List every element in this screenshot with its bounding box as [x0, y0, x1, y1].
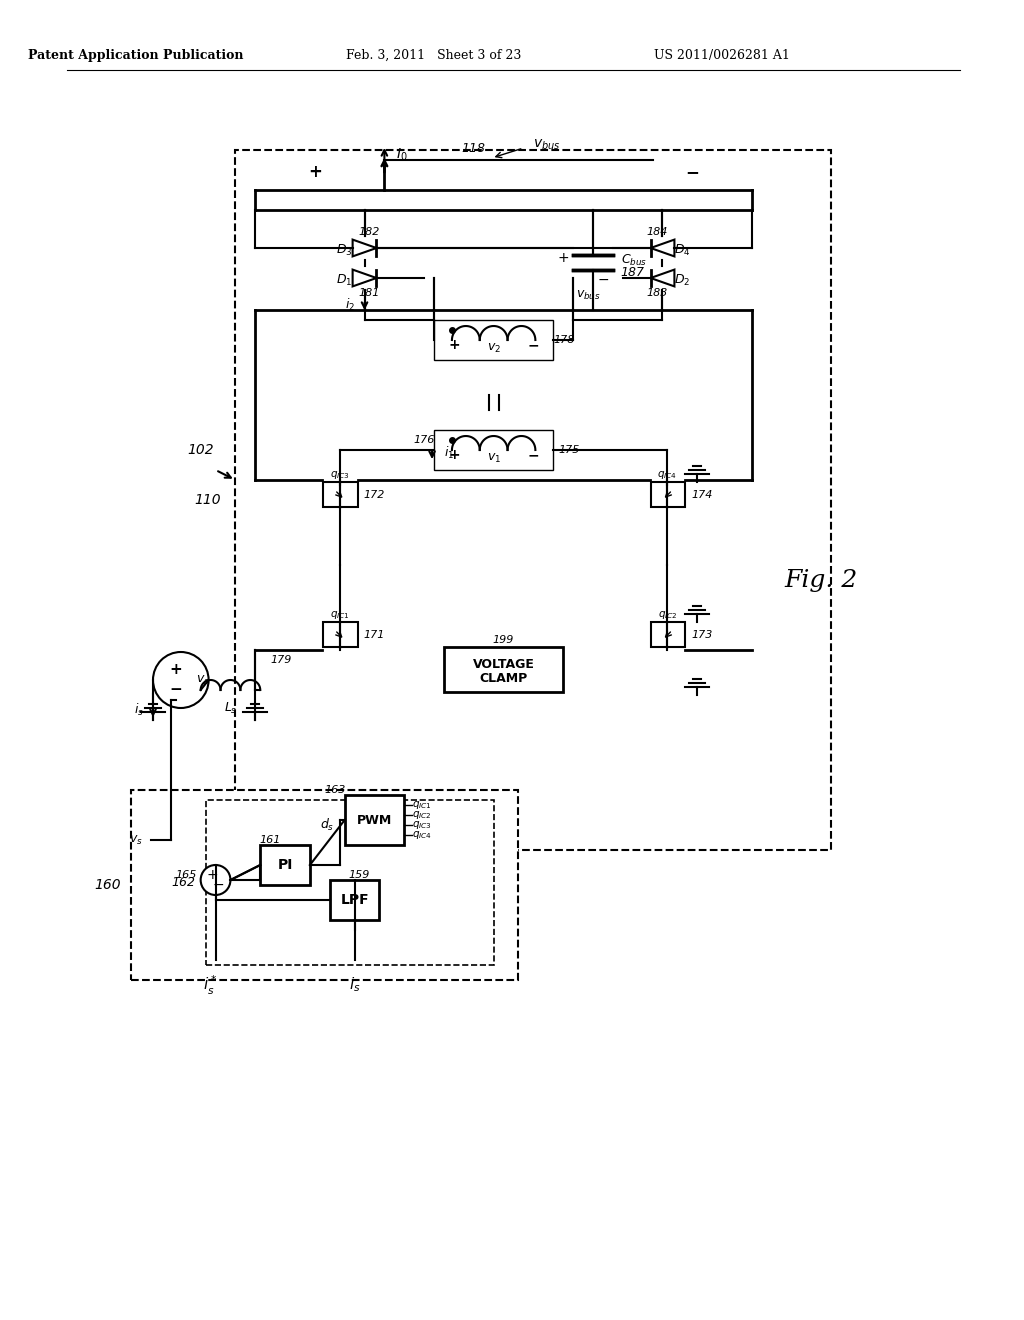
- Bar: [260, 845, 310, 884]
- Text: US 2011/0026281 A1: US 2011/0026281 A1: [654, 49, 790, 62]
- Text: 181: 181: [358, 288, 380, 298]
- Polygon shape: [352, 269, 377, 286]
- Bar: [650, 622, 685, 647]
- Circle shape: [201, 865, 230, 895]
- Text: +: +: [449, 447, 460, 462]
- Bar: [330, 880, 380, 920]
- Text: +: +: [207, 869, 218, 882]
- Text: $D_1$: $D_1$: [337, 272, 353, 288]
- Bar: [323, 482, 357, 507]
- Text: $v_1$: $v_1$: [486, 451, 501, 465]
- Text: $q_{IC3}$: $q_{IC3}$: [413, 818, 432, 832]
- Text: $q_{IC1}$: $q_{IC1}$: [330, 609, 349, 620]
- Text: $D_4$: $D_4$: [674, 243, 690, 257]
- Text: 159: 159: [349, 870, 371, 880]
- Text: $d_s$: $d_s$: [321, 817, 335, 833]
- Text: $q_{IC2}$: $q_{IC2}$: [413, 809, 432, 821]
- Bar: [434, 430, 553, 470]
- Text: 176: 176: [414, 436, 435, 445]
- Text: $D_3$: $D_3$: [337, 243, 353, 257]
- Text: 118: 118: [462, 141, 485, 154]
- Text: −: −: [597, 273, 608, 286]
- Text: $q_{IC4}$: $q_{IC4}$: [657, 469, 678, 480]
- Text: +: +: [308, 162, 322, 181]
- Text: $v_2$: $v_2$: [486, 342, 501, 355]
- Text: 160: 160: [94, 878, 121, 892]
- Text: 163: 163: [324, 785, 345, 795]
- Circle shape: [153, 652, 209, 708]
- Text: $D_2$: $D_2$: [674, 272, 690, 288]
- Text: 187: 187: [621, 265, 645, 279]
- Bar: [323, 622, 357, 647]
- Text: +: +: [169, 663, 182, 677]
- Text: 172: 172: [364, 490, 385, 500]
- Text: −: −: [527, 338, 540, 352]
- Text: 175: 175: [558, 445, 580, 455]
- Text: $q_{IC3}$: $q_{IC3}$: [330, 469, 349, 480]
- Text: $v_{bus}$: $v_{bus}$: [534, 137, 561, 152]
- Text: $i_s$: $i_s$: [134, 702, 144, 718]
- Text: 102: 102: [187, 444, 214, 457]
- Text: 162: 162: [172, 875, 196, 888]
- Text: LPF: LPF: [340, 894, 369, 907]
- Text: Fig. 2: Fig. 2: [784, 569, 858, 591]
- Text: −: −: [685, 162, 699, 181]
- Text: 171: 171: [364, 630, 385, 640]
- Text: $L_s$: $L_s$: [224, 701, 238, 715]
- Text: $i_s$: $i_s$: [349, 975, 360, 994]
- Text: $v_{bus}$: $v_{bus}$: [575, 289, 600, 301]
- Text: 179: 179: [270, 655, 292, 665]
- Text: +: +: [557, 251, 569, 265]
- Bar: [434, 319, 553, 360]
- Text: $i_s^*$: $i_s^*$: [204, 973, 218, 997]
- Text: $v_s$: $v_s$: [196, 673, 210, 686]
- Text: PI: PI: [278, 858, 293, 873]
- Text: PWM: PWM: [356, 813, 392, 826]
- Text: 182: 182: [358, 227, 380, 238]
- Bar: [444, 647, 563, 692]
- Text: Feb. 3, 2011   Sheet 3 of 23: Feb. 3, 2011 Sheet 3 of 23: [346, 49, 522, 62]
- Polygon shape: [650, 269, 675, 286]
- Text: $i_1$: $i_1$: [444, 445, 455, 461]
- Text: $C_{bus}$: $C_{bus}$: [621, 252, 647, 268]
- Text: 199: 199: [493, 635, 514, 645]
- Text: 178: 178: [553, 335, 574, 345]
- Bar: [650, 482, 685, 507]
- Polygon shape: [352, 240, 377, 256]
- Text: 165: 165: [175, 870, 197, 880]
- Polygon shape: [650, 240, 675, 256]
- Text: 173: 173: [691, 630, 713, 640]
- Text: −: −: [169, 682, 182, 697]
- Text: 184: 184: [647, 227, 669, 238]
- Text: $q_{IC1}$: $q_{IC1}$: [413, 799, 432, 810]
- Text: $v_s$: $v_s$: [129, 833, 143, 846]
- Bar: [131, 789, 518, 979]
- Text: $q_{IC2}$: $q_{IC2}$: [657, 609, 677, 620]
- Text: VOLTAGE: VOLTAGE: [473, 659, 535, 672]
- Text: 161: 161: [259, 836, 281, 845]
- Text: 174: 174: [691, 490, 713, 500]
- Text: +: +: [449, 338, 460, 352]
- Text: $q_{IC4}$: $q_{IC4}$: [413, 829, 432, 841]
- Text: 183: 183: [647, 288, 669, 298]
- Text: $i_2$: $i_2$: [345, 297, 354, 313]
- Bar: [236, 150, 831, 850]
- Text: Patent Application Publication: Patent Application Publication: [29, 49, 244, 62]
- Bar: [345, 795, 404, 845]
- Text: −: −: [527, 447, 540, 462]
- Text: $I_0$: $I_0$: [396, 147, 408, 164]
- Text: CLAMP: CLAMP: [479, 672, 527, 685]
- Bar: [206, 800, 494, 965]
- Text: −: −: [213, 878, 224, 892]
- Text: 110: 110: [194, 492, 220, 507]
